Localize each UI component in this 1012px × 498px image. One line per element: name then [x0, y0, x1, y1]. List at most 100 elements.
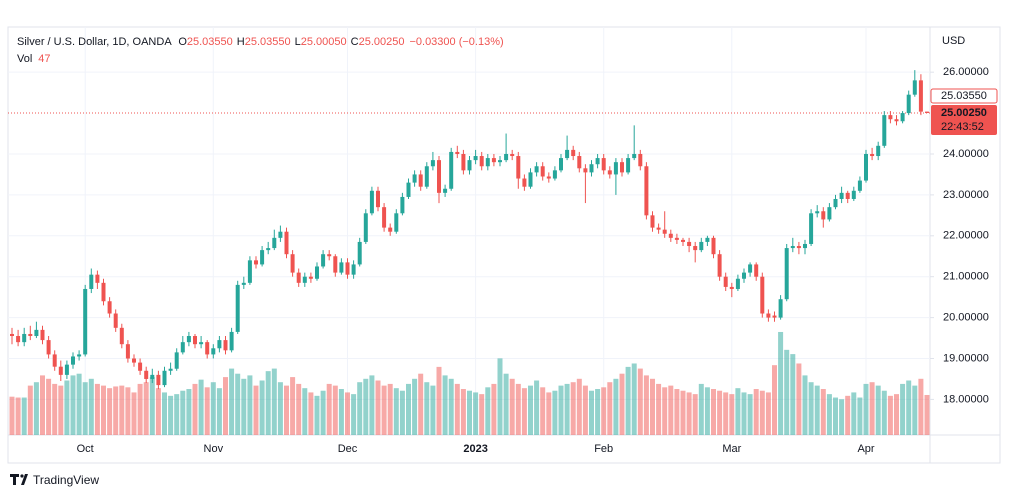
- y-tick-label: 22.00000: [943, 230, 989, 242]
- candle-body: [693, 246, 698, 251]
- candle-body: [839, 192, 844, 199]
- candle-body: [95, 274, 100, 283]
- candle-body: [247, 260, 252, 283]
- legend-change: −0.03300 (−0.13%): [409, 36, 503, 48]
- candle-body: [382, 207, 387, 228]
- candle-body: [882, 115, 887, 146]
- candle-body: [394, 213, 399, 232]
- x-tick-label: Nov: [204, 443, 224, 455]
- candle-body: [22, 333, 27, 343]
- candle-body: [254, 260, 258, 265]
- candle-body: [150, 374, 155, 379]
- candle-body: [735, 278, 740, 289]
- candle-body: [369, 190, 374, 214]
- candle-body: [491, 158, 496, 163]
- volume-bar: [613, 378, 619, 435]
- candle-body: [113, 313, 118, 328]
- volume-bar: [619, 373, 625, 435]
- candle-body: [345, 262, 350, 275]
- candle-body: [717, 254, 722, 277]
- x-tick-label: Feb: [594, 443, 613, 455]
- candle-body: [546, 176, 551, 179]
- volume-bar: [363, 378, 369, 435]
- candle-body: [467, 160, 472, 171]
- candle-body: [729, 286, 734, 289]
- candle-body: [906, 94, 911, 114]
- volume-bar: [839, 399, 845, 435]
- candle-body: [119, 327, 124, 345]
- candle-body: [260, 250, 265, 265]
- volume-label: Vol 47: [17, 53, 51, 65]
- candle-body: [790, 246, 795, 249]
- volume-bar: [692, 394, 698, 435]
- candle-body: [516, 156, 521, 179]
- volume-bar: [698, 383, 704, 435]
- volume-bar: [229, 368, 235, 435]
- volume-bar: [393, 388, 399, 435]
- volume-bar: [64, 380, 70, 435]
- y-tick-label: 20.00000: [943, 312, 989, 324]
- candle-body: [894, 119, 899, 122]
- volume-bar: [180, 390, 186, 435]
- volume-bar: [918, 378, 924, 435]
- volume-bar: [845, 395, 851, 435]
- candle-body: [674, 237, 679, 240]
- volume-bar: [680, 390, 686, 435]
- candle-body: [857, 180, 862, 191]
- volume-bar: [119, 385, 125, 435]
- volume-bar: [168, 395, 174, 435]
- volume-bar: [296, 383, 302, 435]
- volume-bar: [131, 392, 137, 435]
- candle-body: [815, 211, 820, 214]
- x-tick-label: Mar: [722, 443, 741, 455]
- volume-bar: [711, 389, 716, 435]
- candle-body: [498, 160, 502, 163]
- volume-bar: [589, 390, 594, 435]
- candle-body: [10, 333, 14, 337]
- volume-bar: [101, 385, 106, 435]
- candle-body: [510, 153, 515, 157]
- volume-bar: [137, 383, 143, 435]
- candle-body: [742, 272, 746, 279]
- candle-body: [918, 80, 923, 112]
- candle-body: [284, 231, 289, 255]
- candle-body: [754, 264, 759, 277]
- candle-body: [699, 241, 704, 251]
- volume-bar: [759, 390, 765, 435]
- candle-body: [315, 266, 319, 279]
- volume-bar: [650, 378, 655, 435]
- volume-bar: [357, 382, 363, 435]
- candle-body: [290, 254, 295, 273]
- volume-bar: [662, 387, 668, 435]
- candle-body: [888, 115, 893, 120]
- volume-bar: [656, 383, 662, 435]
- candle-body: [912, 80, 917, 95]
- volume-bar: [515, 383, 521, 435]
- ohlc-legend: O25.03550 H25.03550 L25.00050 C25.00250 −0.0…: [178, 36, 503, 48]
- candle-body: [241, 282, 246, 285]
- volume-bar: [552, 390, 558, 435]
- candle-body: [601, 158, 606, 171]
- volume-bar: [521, 388, 527, 435]
- volume-bar: [875, 385, 881, 435]
- volume-bar: [497, 358, 503, 435]
- candle-body: [229, 331, 234, 351]
- candle-body: [107, 301, 112, 314]
- last-price-label: 25.00250: [941, 107, 987, 119]
- candle-body: [589, 164, 594, 173]
- volume-bar: [265, 371, 271, 435]
- volume-bar: [729, 394, 735, 435]
- volume-bar: [198, 379, 204, 435]
- candle-body: [308, 276, 313, 279]
- candle-body: [443, 188, 448, 193]
- candle-body: [138, 362, 143, 371]
- legend-key: O: [178, 36, 187, 48]
- candle-body: [376, 190, 380, 208]
- volume-bar: [668, 385, 674, 435]
- volume-bar: [881, 390, 887, 435]
- volume-bar: [857, 397, 863, 435]
- volume-bar: [442, 375, 448, 435]
- candle-body: [900, 113, 905, 122]
- candle-body: [327, 254, 332, 257]
